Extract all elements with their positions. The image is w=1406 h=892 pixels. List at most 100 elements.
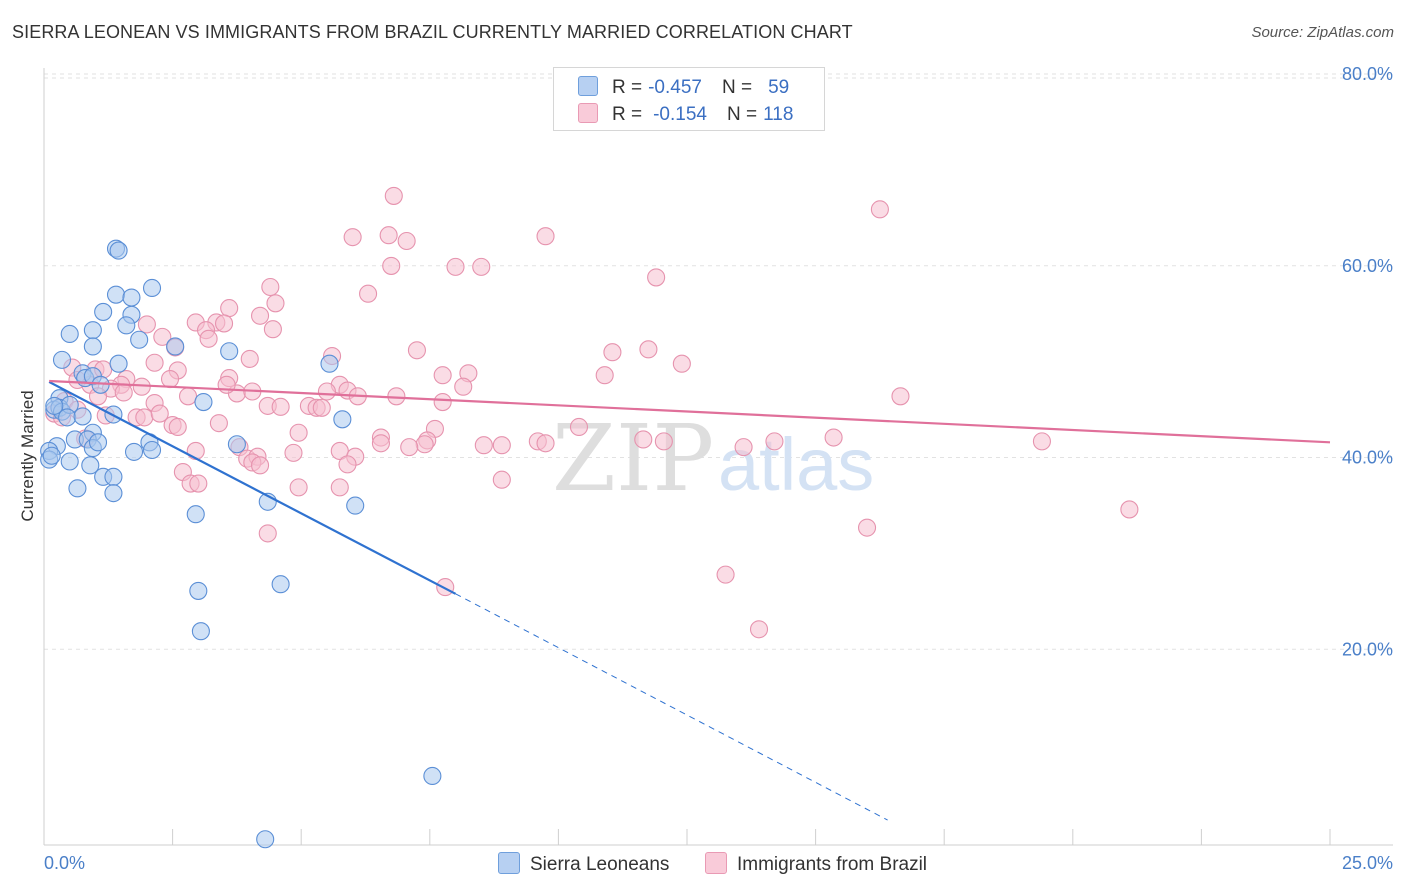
brazil-point [189, 474, 208, 493]
sierra-point [189, 581, 208, 600]
legend-r-label: R = [612, 104, 643, 125]
y-tick-labels: 20.0% 40.0% 60.0% 80.0% [1342, 64, 1393, 659]
brazil-point [263, 320, 282, 339]
sierra-point [104, 467, 123, 486]
watermark-atlas: atlas [718, 423, 874, 506]
bottom-legend-brazil: Immigrants from Brazil [705, 852, 927, 876]
brazil-point [359, 284, 378, 303]
sierra-point [81, 456, 100, 475]
brazil-point [569, 417, 589, 437]
brazil-point [199, 329, 218, 348]
sierra-point [42, 446, 61, 465]
brazil-point [891, 387, 910, 406]
trend-lines [48, 379, 1331, 821]
sierra-point [88, 433, 108, 452]
legend-n-value-sierra: 59 [768, 77, 790, 98]
brazil-point [647, 268, 666, 287]
sierra-point [106, 285, 126, 304]
brazil-point [634, 430, 653, 449]
bottom-legend-label-sierra: Sierra Leoneans [530, 854, 670, 875]
sierra-point [45, 396, 64, 415]
sierra-point [60, 324, 79, 344]
brazil-point [436, 578, 455, 597]
y-tick-label: 80.0% [1342, 64, 1393, 84]
brazil-point [492, 436, 511, 455]
sierra-point [52, 350, 72, 369]
legend-n-label: N = [721, 77, 753, 98]
brazil-point [654, 432, 673, 451]
brazil-point [289, 423, 308, 442]
brazil-point [214, 314, 234, 333]
brazil-point [160, 369, 180, 389]
brazil-point [371, 434, 390, 453]
brazil-point [672, 354, 691, 373]
legend-r-value-sierra: -0.457 [648, 77, 702, 98]
brazil-point [433, 366, 452, 385]
brazil-point [186, 441, 205, 461]
sierra-point [109, 354, 128, 373]
correlation-legend: R = -0.457 N = 59 R = -0.154 N = 118 [553, 67, 825, 131]
brazil-point [472, 257, 491, 276]
brazil-point [338, 455, 357, 474]
brazil-point [407, 341, 426, 360]
legend-swatch-sierra [578, 76, 598, 96]
bottom-legend-swatch-sierra [498, 852, 520, 874]
sierra-point [73, 407, 92, 426]
sierra-point [256, 830, 275, 849]
legend-r-value-brazil: -0.154 [653, 104, 707, 125]
brazil-point [135, 408, 154, 427]
brazil-point [343, 228, 362, 247]
brazil-point [734, 438, 753, 457]
sierra-point [191, 622, 210, 641]
sierra-point [109, 241, 128, 260]
sierra-point [194, 393, 213, 412]
sierra-point [271, 575, 290, 594]
brazil-point [765, 432, 784, 451]
brazil-point [1032, 432, 1051, 451]
series-sierra-points [40, 239, 442, 849]
trend-line-sierra [48, 380, 457, 595]
brazil-point [240, 349, 259, 368]
brazil-point [250, 306, 270, 325]
brazil-point [289, 478, 308, 497]
sierra-point [122, 288, 141, 307]
y-axis-label: Currently Married [18, 390, 37, 521]
bottom-legend-sierra: Sierra Leoneans [498, 852, 669, 876]
sierra-point [104, 484, 123, 503]
trend-line-brazil [49, 379, 1331, 444]
brazil-point [266, 294, 285, 313]
brazil-point [150, 404, 169, 423]
brazil-point [250, 456, 270, 475]
brazil-point [153, 327, 172, 346]
brazil-point [271, 397, 290, 416]
brazil-point [168, 417, 187, 437]
sierra-point [142, 440, 162, 460]
sierra-point [186, 505, 205, 524]
brazil-point [145, 353, 164, 372]
legend-row-sierra: R = -0.457 N = 59 [578, 76, 789, 100]
sierra-point [124, 442, 144, 461]
sierra-point [333, 410, 352, 429]
sierra-point [142, 278, 162, 298]
trend-line-sierra-extension [455, 593, 888, 821]
brazil-point [382, 256, 401, 275]
brazil-point [379, 226, 398, 245]
brazil-point [209, 414, 228, 433]
brazil-point [137, 315, 156, 334]
brazil-point [474, 436, 493, 455]
brazil-point [415, 435, 434, 454]
y-tick-label: 60.0% [1342, 256, 1393, 276]
watermark: ZIP atlas [552, 405, 874, 512]
x-tick-label-min: 0.0% [44, 853, 85, 873]
brazil-point [595, 366, 614, 385]
brazil-point [870, 200, 889, 219]
sierra-point [94, 302, 113, 321]
brazil-point [330, 478, 349, 497]
y-tick-label: 20.0% [1342, 639, 1393, 659]
sierra-point [227, 435, 246, 454]
bottom-legend-swatch-brazil [705, 852, 727, 874]
brazil-point [749, 620, 769, 639]
legend-n-value-brazil: 118 [763, 104, 794, 125]
sierra-point [166, 337, 185, 356]
